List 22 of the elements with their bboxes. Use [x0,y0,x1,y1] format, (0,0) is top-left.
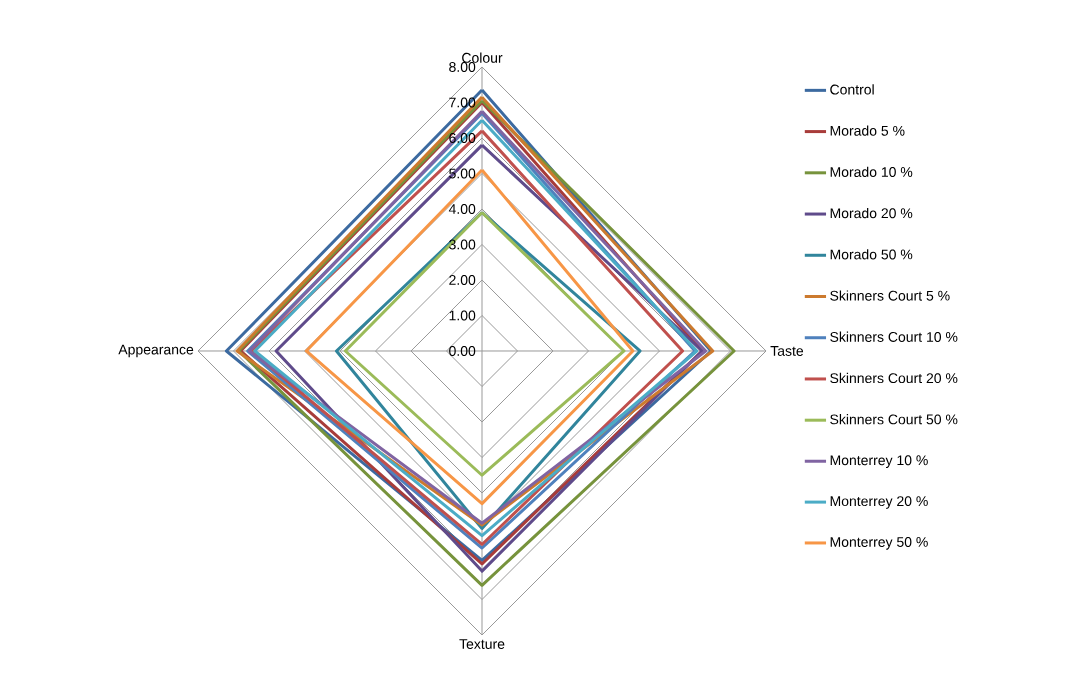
y-tick-label: 1.00 [449,310,476,321]
spoke-label: Texture [459,639,505,649]
legend-label: Monterrey 50 % [830,537,928,550]
y-tick-label: 3.00 [449,239,476,250]
legend-label: Skinners Court 5 % [830,290,950,301]
legend-label: Morado 20 % [830,207,913,219]
legend-label: Morado 50 % [830,249,913,260]
legend-label: Morado 5 % [830,125,905,136]
spoke-label: Taste [770,346,804,356]
spoke-label: Colour [462,52,503,63]
legend-label: Skinners Court 50 % [830,414,958,425]
y-tick-label: 8.00 [449,62,476,72]
y-tick-label: 4.00 [448,204,476,214]
legend-label: Monterrey 20 % [830,496,928,509]
spoke-label: Appearance [118,344,194,358]
y-tick-label: 0.00 [449,346,476,356]
y-tick-label: 2.00 [449,275,476,285]
legend-label: Monterrey 10 % [830,455,928,468]
legend-label: Control [830,84,874,95]
legend-label: Skinners Court 20 % [830,372,958,384]
legend-label: Skinners Court 10 % [830,331,958,342]
legend-label: Morado 10 % [830,166,913,177]
